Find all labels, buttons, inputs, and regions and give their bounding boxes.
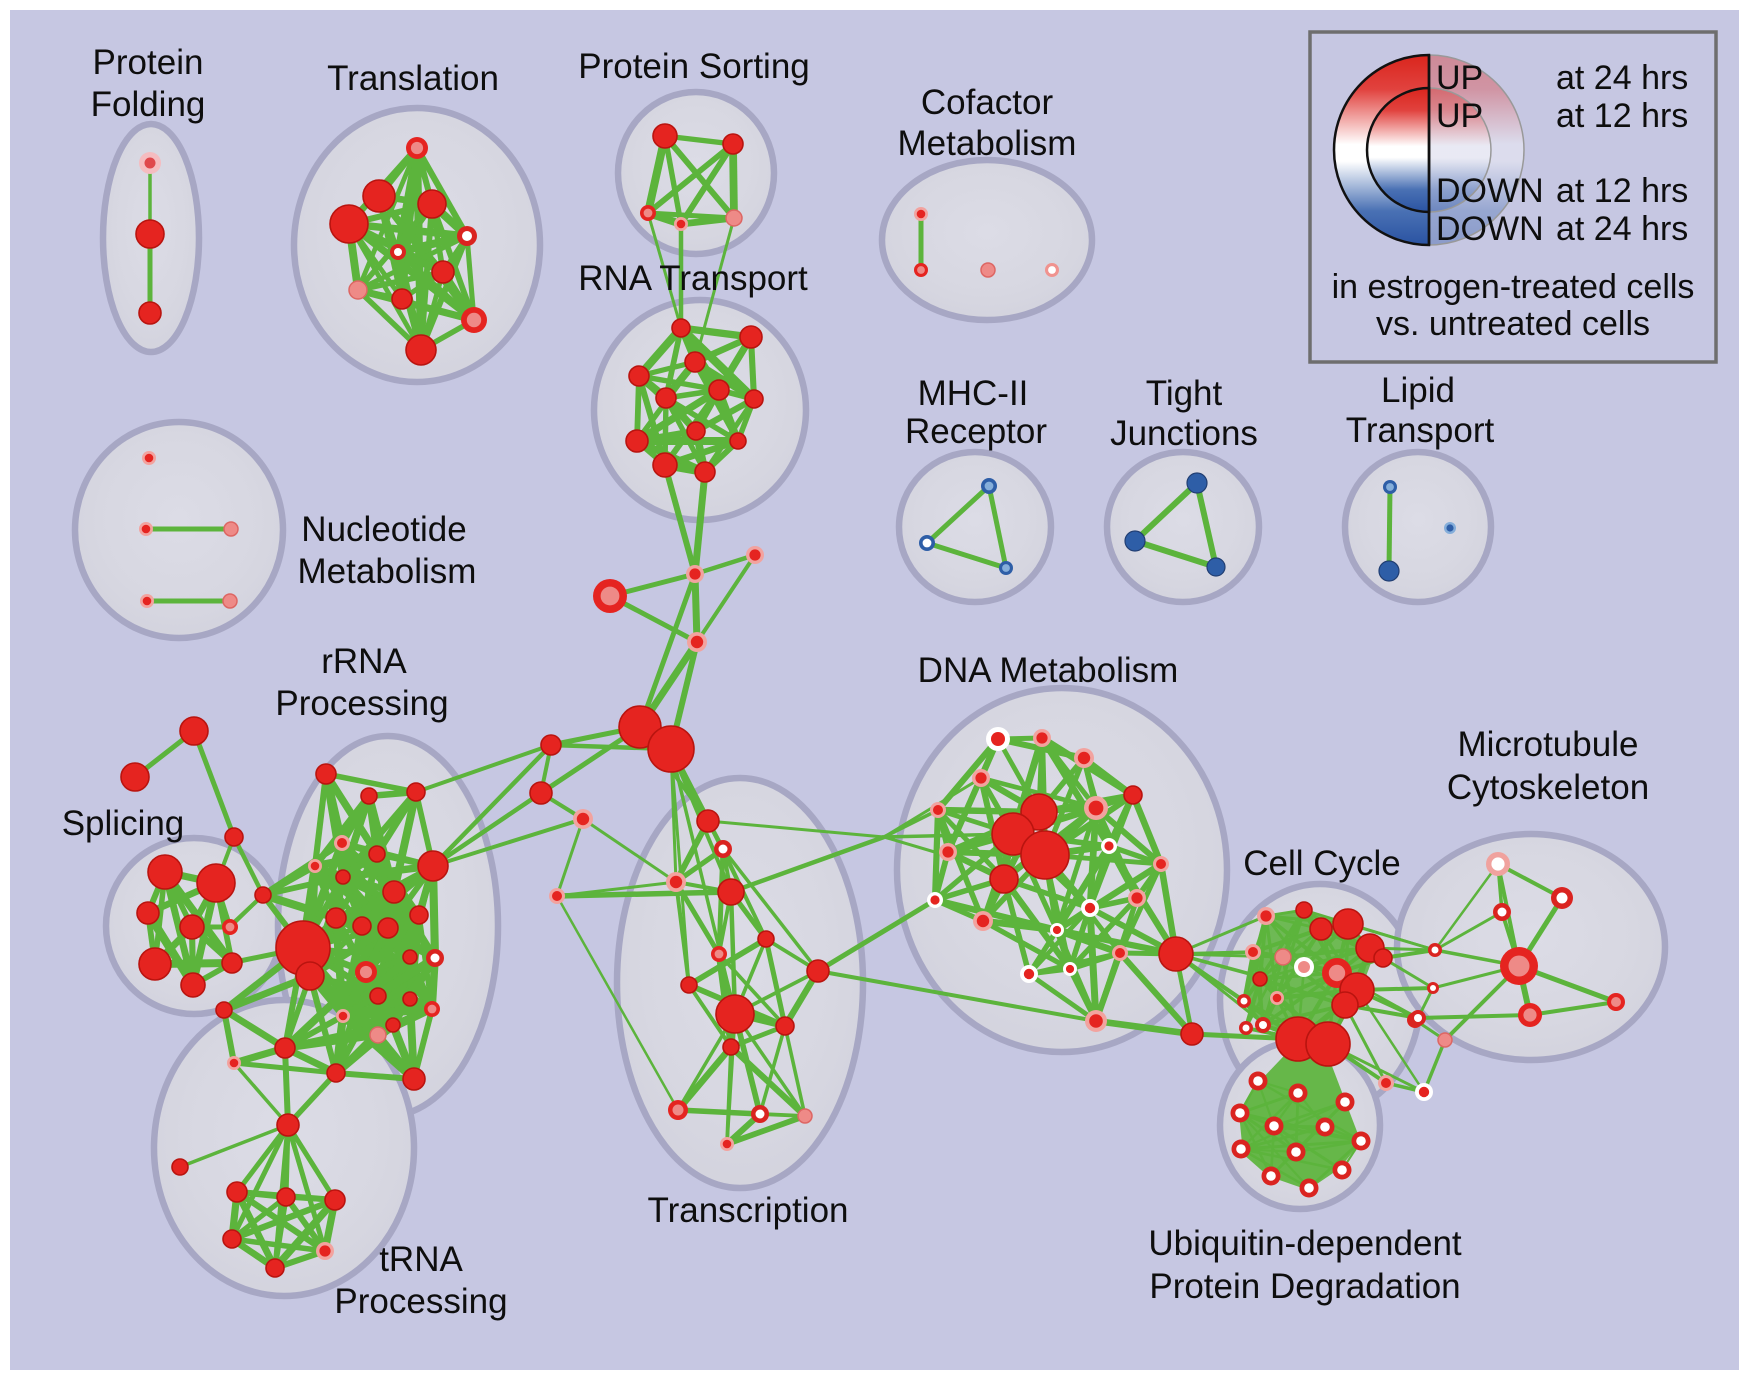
svg-text:Transcription: Transcription xyxy=(648,1191,849,1230)
svg-text:Lipid: Lipid xyxy=(1381,371,1455,410)
svg-text:at 24 hrs: at 24 hrs xyxy=(1556,210,1688,248)
svg-text:UP: UP xyxy=(1436,59,1483,97)
svg-text:Microtubule: Microtubule xyxy=(1458,725,1639,764)
svg-text:Splicing: Splicing xyxy=(62,804,185,843)
svg-text:Metabolism: Metabolism xyxy=(898,124,1077,163)
svg-text:Cell Cycle: Cell Cycle xyxy=(1243,844,1401,883)
svg-text:Folding: Folding xyxy=(91,85,206,124)
svg-text:Processing: Processing xyxy=(275,684,448,723)
svg-text:Cytoskeleton: Cytoskeleton xyxy=(1447,768,1649,807)
svg-text:vs. untreated cells: vs. untreated cells xyxy=(1376,305,1650,343)
svg-text:DNA Metabolism: DNA Metabolism xyxy=(918,651,1179,690)
svg-text:in estrogen-treated cells: in estrogen-treated cells xyxy=(1332,268,1695,306)
svg-text:Metabolism: Metabolism xyxy=(298,552,477,591)
svg-text:UP: UP xyxy=(1436,97,1483,135)
svg-text:Processing: Processing xyxy=(334,1282,507,1321)
svg-text:Transport: Transport xyxy=(1346,411,1495,450)
svg-text:at 24 hrs: at 24 hrs xyxy=(1556,59,1688,97)
svg-text:Cofactor: Cofactor xyxy=(921,83,1054,122)
svg-text:DOWN: DOWN xyxy=(1436,210,1544,248)
svg-text:Protein: Protein xyxy=(93,43,204,82)
svg-text:Translation: Translation xyxy=(327,59,499,98)
svg-text:Protein Degradation: Protein Degradation xyxy=(1149,1267,1460,1306)
svg-text:Receptor: Receptor xyxy=(905,412,1047,451)
svg-text:rRNA: rRNA xyxy=(321,642,407,681)
svg-text:Junctions: Junctions xyxy=(1110,414,1258,453)
svg-text:RNA Transport: RNA Transport xyxy=(578,259,808,298)
svg-text:DOWN: DOWN xyxy=(1436,172,1544,210)
svg-text:Ubiquitin-dependent: Ubiquitin-dependent xyxy=(1148,1224,1462,1263)
svg-text:MHC-II: MHC-II xyxy=(918,374,1029,413)
svg-text:Tight: Tight xyxy=(1146,374,1223,413)
svg-text:at 12 hrs: at 12 hrs xyxy=(1556,97,1688,135)
svg-text:at 12 hrs: at 12 hrs xyxy=(1556,172,1688,210)
svg-text:Nucleotide: Nucleotide xyxy=(301,510,466,549)
svg-text:tRNA: tRNA xyxy=(379,1240,463,1279)
svg-text:Protein Sorting: Protein Sorting xyxy=(578,47,810,86)
